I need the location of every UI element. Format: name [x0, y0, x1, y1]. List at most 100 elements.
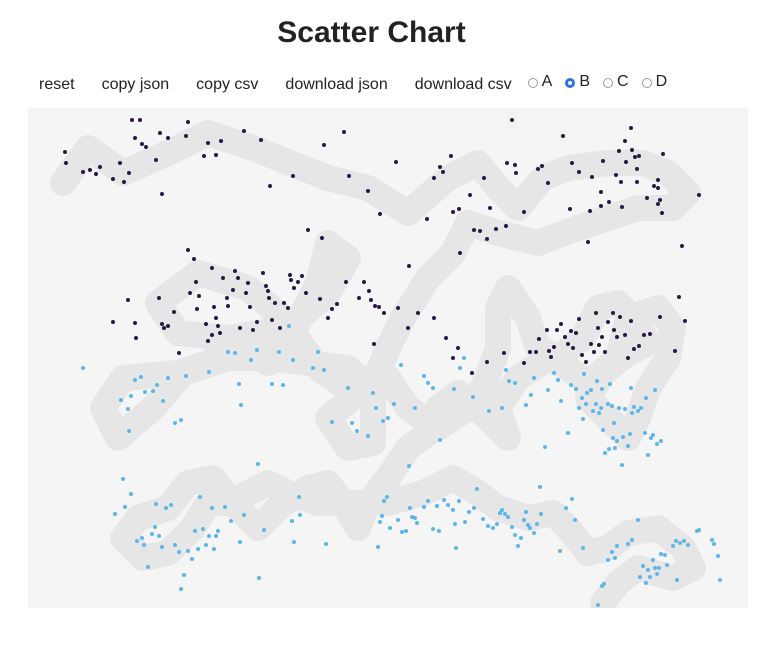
scatter-point[interactable] — [177, 351, 181, 355]
scatter-point[interactable] — [378, 520, 382, 524]
scatter-point[interactable] — [646, 568, 650, 572]
scatter-point[interactable] — [206, 141, 210, 145]
scatter-point[interactable] — [362, 280, 366, 284]
scatter-point[interactable] — [154, 502, 158, 506]
scatter-point[interactable] — [716, 554, 720, 558]
scatter-point[interactable] — [482, 176, 486, 180]
scatter-point[interactable] — [432, 316, 436, 320]
scatter-point[interactable] — [270, 382, 274, 386]
scatter-point[interactable] — [471, 395, 475, 399]
scatter-point[interactable] — [119, 398, 123, 402]
radio-option-c[interactable]: C — [603, 73, 629, 94]
scatter-point[interactable] — [194, 280, 198, 284]
scatter-point[interactable] — [718, 578, 722, 582]
scatter-point[interactable] — [710, 538, 714, 542]
scatter-point[interactable] — [388, 526, 392, 530]
scatter-point[interactable] — [629, 319, 633, 323]
scatter-point[interactable] — [635, 180, 639, 184]
scatter-point[interactable] — [487, 409, 491, 413]
scatter-point[interactable] — [218, 331, 222, 335]
scatter-point[interactable] — [160, 545, 164, 549]
scatter-point[interactable] — [545, 328, 549, 332]
scatter-point[interactable] — [519, 536, 523, 540]
scatter-point[interactable] — [516, 544, 520, 548]
scatter-point[interactable] — [154, 158, 158, 162]
scatter-point[interactable] — [522, 210, 526, 214]
scatter-point[interactable] — [683, 319, 687, 323]
scatter-point[interactable] — [355, 429, 359, 433]
scatter-point[interactable] — [223, 505, 227, 509]
scatter-point[interactable] — [212, 547, 216, 551]
scatter-point[interactable] — [201, 527, 205, 531]
scatter-point[interactable] — [322, 368, 326, 372]
scatter-point[interactable] — [392, 402, 396, 406]
copy-json-button[interactable]: copy json — [101, 76, 170, 93]
scatter-point[interactable] — [407, 264, 411, 268]
scatter-point[interactable] — [528, 526, 532, 530]
scatter-point[interactable] — [677, 295, 681, 299]
scatter-point[interactable] — [172, 310, 176, 314]
scatter-point[interactable] — [630, 538, 634, 542]
scatter-point[interactable] — [399, 363, 403, 367]
scatter-point[interactable] — [606, 558, 610, 562]
scatter-point[interactable] — [441, 170, 445, 174]
scatter-point[interactable] — [435, 504, 439, 508]
scatter-point[interactable] — [645, 196, 649, 200]
scatter-point[interactable] — [566, 431, 570, 435]
scatter-point[interactable] — [184, 374, 188, 378]
scatter-point[interactable] — [535, 522, 539, 526]
scatter-point[interactable] — [522, 518, 526, 522]
scatter-point[interactable] — [600, 387, 604, 391]
scatter-point[interactable] — [549, 355, 553, 359]
scatter-point[interactable] — [457, 499, 461, 503]
scatter-point[interactable] — [286, 306, 290, 310]
scatter-point[interactable] — [510, 525, 514, 529]
download-csv-button[interactable]: download csv — [414, 76, 512, 93]
scatter-point[interactable] — [288, 273, 292, 277]
radio-button-icon[interactable] — [565, 78, 576, 88]
scatter-point[interactable] — [408, 506, 412, 510]
scatter-point[interactable] — [635, 167, 639, 171]
scatter-point[interactable] — [451, 508, 455, 512]
scatter-point[interactable] — [626, 356, 630, 360]
scatter-point[interactable] — [601, 428, 605, 432]
radio-button-icon[interactable] — [603, 78, 614, 88]
scatter-point[interactable] — [431, 386, 435, 390]
scatter-point[interactable] — [673, 349, 677, 353]
scatter-point[interactable] — [249, 358, 253, 362]
scatter-point[interactable] — [367, 289, 371, 293]
scatter-point[interactable] — [552, 345, 556, 349]
scatter-point[interactable] — [637, 344, 641, 348]
radio-button-icon[interactable] — [527, 78, 538, 88]
scatter-point[interactable] — [655, 572, 659, 576]
scatter-point[interactable] — [394, 160, 398, 164]
scatter-point[interactable] — [111, 320, 115, 324]
scatter-point[interactable] — [150, 532, 154, 536]
scatter-point[interactable] — [300, 274, 304, 278]
scatter-point[interactable] — [350, 421, 354, 425]
scatter-point[interactable] — [641, 564, 645, 568]
scatter-point[interactable] — [613, 556, 617, 560]
scatter-point[interactable] — [291, 358, 295, 362]
scatter-point[interactable] — [143, 390, 147, 394]
scatter-point[interactable] — [371, 391, 375, 395]
scatter-point[interactable] — [98, 165, 102, 169]
scatter-point[interactable] — [452, 387, 456, 391]
scatter-point[interactable] — [599, 190, 603, 194]
scatter-point[interactable] — [316, 350, 320, 354]
scatter-point[interactable] — [342, 130, 346, 134]
scatter-point[interactable] — [610, 550, 614, 554]
scatter-point[interactable] — [236, 276, 240, 280]
scatter-point[interactable] — [335, 302, 339, 306]
scatter-point[interactable] — [238, 326, 242, 330]
scatter-point[interactable] — [589, 388, 593, 392]
scatter-point[interactable] — [197, 294, 201, 298]
scatter-point[interactable] — [81, 170, 85, 174]
scatter-point[interactable] — [207, 370, 211, 374]
scatter-point[interactable] — [426, 499, 430, 503]
scatter-point[interactable] — [173, 421, 177, 425]
scatter-point[interactable] — [603, 350, 607, 354]
scatter-point[interactable] — [638, 575, 642, 579]
scatter-point[interactable] — [396, 518, 400, 522]
scatter-point[interactable] — [142, 543, 146, 547]
